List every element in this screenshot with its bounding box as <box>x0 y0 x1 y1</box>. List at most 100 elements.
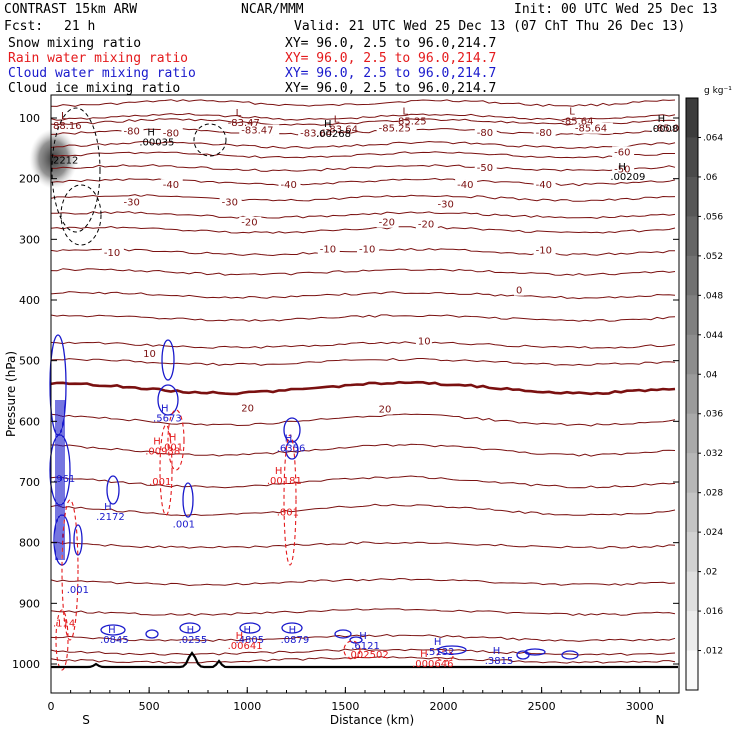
extremum-value: 88.16 <box>53 121 82 132</box>
snow-shading <box>29 128 78 189</box>
extremum-marker: H <box>289 625 297 636</box>
temperature-contour <box>50 225 676 234</box>
colorbar-swatch <box>686 216 698 257</box>
temperature-contour <box>51 443 676 457</box>
temperature-contour <box>50 194 676 202</box>
plot-area: -80 -83.47-80 -83.64 -85.25 -80 -80 -85.64 -85.… <box>29 94 686 694</box>
temperature-contour <box>50 291 676 300</box>
cloud-ice-contour <box>193 123 227 157</box>
label-knockout <box>455 179 478 191</box>
cloud-water-contours <box>49 334 579 660</box>
temperature-label: -50 <box>477 163 493 174</box>
temperature-contour <box>51 541 676 549</box>
temperature-label: 20 <box>241 403 254 414</box>
colorbar-swatch <box>686 374 698 415</box>
colorbar-label: .012 <box>703 647 723 657</box>
x-tick-label: 2500 <box>528 700 556 713</box>
extremum-marker: H <box>275 466 283 477</box>
south-label: S <box>82 713 90 727</box>
temperature-contour <box>50 633 676 642</box>
label-knockout <box>160 179 183 191</box>
temperature-label: -40 <box>457 180 473 191</box>
temperature-contour <box>51 211 676 219</box>
colorbar-swatch <box>686 611 698 652</box>
extremum-value: .0008 <box>650 124 679 135</box>
label-knockout <box>514 284 524 296</box>
temperature-label: -40 <box>536 180 552 191</box>
extremum-marker: H <box>493 646 501 657</box>
x-tick-label: 0 <box>48 700 55 713</box>
extrema-labels: L88.16L-83.47H.00035L-83.64H.00268L-85.2… <box>53 107 678 670</box>
cloud-water-contour <box>283 417 301 443</box>
temperature-contour <box>50 99 676 107</box>
colorbar-label: .04 <box>703 370 718 380</box>
label-knockout <box>317 243 340 255</box>
cloud-water-contour <box>281 622 303 634</box>
temperature-label: -30 <box>222 198 238 209</box>
extremum-value: .0845 <box>100 635 129 646</box>
cloud-ice-contour <box>60 184 102 246</box>
x-axis: 0 500 1000 1500 2000 2500 3000 <box>48 687 660 713</box>
temperature-contour <box>50 475 676 489</box>
x-axis-label: Distance (km) <box>330 713 414 727</box>
colorbar-label: .028 <box>703 489 723 499</box>
rain-water-contour <box>55 609 69 671</box>
extremum-marker: H <box>434 637 442 648</box>
label-knockout <box>435 198 458 210</box>
temperature-label: -40 <box>281 180 297 191</box>
cloud-ice-contour <box>51 107 101 233</box>
temperature-contour <box>50 656 676 664</box>
label-knockout <box>376 122 417 134</box>
extremum-value: .001 <box>149 477 171 488</box>
extremum-marker: H <box>161 403 169 414</box>
temperature-contour <box>50 413 676 427</box>
y-tick-label: 400 <box>19 294 40 307</box>
cloud-water-contour <box>106 475 120 505</box>
temperature-contour <box>50 357 676 366</box>
legend-label: Cloud water mixing ratio <box>8 66 196 81</box>
colorbar-unit: g kg⁻¹ <box>704 86 732 96</box>
org-label: NCAR/MMM <box>241 2 304 17</box>
temperature-label: -20 <box>418 220 434 231</box>
temperature-contour <box>50 503 676 517</box>
legend-xy: XY= 96.0, 2.5 to 96.0,214.7 <box>285 81 496 96</box>
forecast-value: 21 h <box>64 19 95 34</box>
extremum-value: .000646 <box>412 659 453 670</box>
temperature-label: -10 <box>359 244 375 255</box>
extremum-marker: L <box>334 115 340 126</box>
extremum-value: .5132 <box>426 647 455 658</box>
temperature-label: -20 <box>379 218 395 229</box>
temperature-contour <box>50 112 676 121</box>
temperature-label: 20 <box>379 405 392 416</box>
y-tick-label: 300 <box>19 233 40 246</box>
label-knockout <box>239 216 262 228</box>
terrain-line <box>51 651 678 669</box>
extremum-value: .00938 <box>145 447 180 458</box>
extremum-marker: H <box>169 432 177 443</box>
colorbar-swatch <box>686 137 698 178</box>
colorbar-label: .032 <box>703 449 723 459</box>
extremum-value: .001 <box>277 507 299 518</box>
colorbar-swatch <box>686 571 698 612</box>
extremum-marker: H <box>108 625 116 636</box>
extremum-value: .001 <box>67 585 89 596</box>
colorbar-swatch <box>686 413 698 454</box>
colorbar-swatch <box>686 334 698 375</box>
label-knockout <box>612 163 635 175</box>
extremum-marker: H <box>243 625 251 636</box>
legend-xy: XY= 96.0, 2.5 to 96.0,214.7 <box>285 36 496 51</box>
extremum-value: 2212 <box>53 156 78 167</box>
rain-water-contour <box>167 409 185 471</box>
terrain-surface <box>51 651 678 669</box>
colorbar-label: .048 <box>703 291 723 301</box>
extremum-marker: H <box>618 162 626 173</box>
extremum-marker: H <box>187 625 195 636</box>
extremum-marker: H <box>420 649 428 660</box>
y-axis-label: Pressure (hPa) <box>4 351 18 437</box>
cloud-water-contour <box>157 384 179 416</box>
rain-water-contour <box>283 434 297 566</box>
temperature-label: -85.0 <box>653 124 679 135</box>
rain-water-contours <box>55 409 454 671</box>
extremum-value: .00641 <box>228 641 263 652</box>
